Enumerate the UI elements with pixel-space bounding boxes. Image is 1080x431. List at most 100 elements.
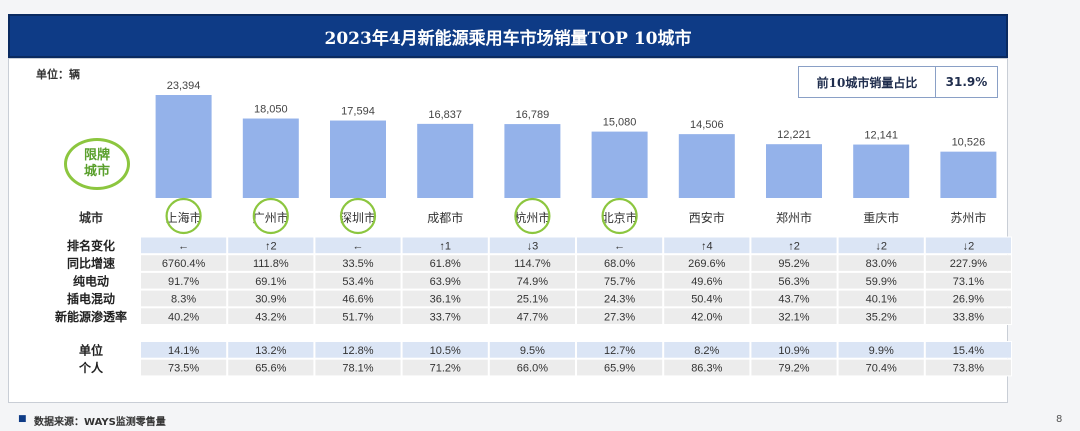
cell-1-7: 95.2% [778, 258, 809, 270]
cell-5-6: 8.2% [694, 345, 719, 357]
top10-share-box: 前10城市销量占比 31.9% [798, 66, 998, 98]
cell-bg-2-4 [488, 271, 576, 290]
cell-bg-2-3 [401, 271, 489, 290]
bar-value-label-9: 10,526 [952, 137, 986, 149]
cell-bg-6-3 [401, 358, 489, 377]
cell-5-5: 12.7% [604, 345, 635, 357]
badge-line-2: 城市 [83, 164, 110, 179]
cell-bg-4-8 [837, 307, 925, 325]
cell-5-7: 10.9% [778, 345, 809, 357]
cell-bg-3-1 [227, 289, 315, 308]
cell-bg-6-2 [314, 358, 402, 377]
cell-bg-1-8 [837, 254, 925, 272]
cell-2-6: 49.6% [691, 276, 722, 288]
city-label-2: 深圳市 [340, 210, 376, 225]
cell-bg-5-9 [924, 341, 1012, 359]
cell-6-2: 78.1% [342, 363, 373, 375]
cell-bg-0-7 [750, 236, 838, 255]
cell-bg-6-5 [576, 358, 664, 377]
cell-bg-2-6 [663, 271, 751, 290]
cell-5-1: 13.2% [255, 345, 286, 357]
cell-0-2: ← [353, 241, 364, 253]
bar-3 [417, 123, 474, 198]
cell-bg-2-9 [924, 271, 1012, 290]
bar-value-label-2: 17,594 [341, 106, 375, 118]
cell-3-0: 8.3% [171, 294, 196, 306]
cell-4-5: 27.3% [604, 311, 635, 323]
cell-bg-5-6 [663, 341, 751, 359]
cell-2-9: 73.1% [953, 276, 984, 288]
cell-1-2: 33.5% [342, 258, 373, 270]
cell-6-3: 71.2% [430, 363, 461, 375]
bar-4 [504, 124, 561, 198]
bar-value-label-8: 12,141 [864, 130, 898, 142]
cell-3-9: 26.9% [953, 294, 984, 306]
city-label-9: 苏州市 [950, 210, 986, 225]
cell-6-1: 65.6% [255, 363, 286, 375]
bar-value-label-4: 16,789 [516, 109, 550, 121]
cell-5-9: 15.4% [953, 345, 984, 357]
city-label-0: 上海市 [166, 210, 202, 225]
restricted-city-badge: 限牌 城市 [64, 138, 130, 190]
row-label-5: 单位 [79, 343, 103, 358]
cell-bg-3-2 [314, 289, 402, 308]
top10-share-value: 31.9% [945, 75, 988, 89]
restricted-ring-1 [252, 197, 289, 235]
bar-value-label-1: 18,050 [254, 104, 288, 116]
restricted-ring-4 [514, 197, 551, 235]
cell-6-9: 73.8% [953, 363, 984, 375]
cell-bg-0-1 [227, 236, 315, 255]
cell-5-0: 14.1% [168, 345, 199, 357]
cell-0-6: ↑4 [701, 241, 713, 253]
cell-bg-4-5 [576, 307, 664, 325]
cell-bg-6-7 [750, 358, 838, 377]
cell-bg-6-8 [837, 358, 925, 377]
cell-0-8: ↓2 [875, 241, 887, 253]
bar-6 [678, 134, 735, 198]
cell-5-3: 10.5% [430, 345, 461, 357]
cell-6-5: 65.9% [604, 363, 635, 375]
cell-6-8: 70.4% [866, 363, 897, 375]
row-label-1: 同比增速 [67, 256, 115, 271]
cell-1-8: 83.0% [866, 258, 897, 270]
cell-3-1: 30.9% [255, 294, 286, 306]
cell-bg-5-5 [576, 341, 664, 359]
cell-bg-4-7 [750, 307, 838, 325]
cell-bg-5-2 [314, 341, 402, 359]
cell-4-3: 33.7% [430, 311, 461, 323]
cell-bg-5-7 [750, 341, 838, 359]
bar-value-label-3: 16,837 [428, 109, 462, 121]
cell-bg-1-5 [576, 254, 664, 272]
cell-2-1: 69.1% [255, 276, 286, 288]
cell-1-4: 114.7% [514, 258, 551, 270]
page-number: 8 [1056, 414, 1063, 425]
cell-0-3: ↑1 [439, 241, 451, 253]
bar-1 [242, 118, 299, 198]
cell-2-8: 59.9% [866, 276, 897, 288]
cell-1-6: 269.6% [688, 258, 726, 270]
cell-bg-3-5 [576, 289, 664, 308]
cell-bg-6-1 [227, 358, 315, 377]
city-label-4: 杭州市 [514, 210, 550, 225]
title-bar: 2023年4月新能源乘用车市场销量TOP 10城市 [8, 14, 1008, 58]
bar-value-label-6: 14,506 [690, 119, 724, 131]
cell-bg-4-9 [924, 307, 1012, 325]
cell-bg-6-9 [924, 358, 1012, 377]
cell-0-7: ↑2 [788, 241, 800, 253]
cell-bg-0-9 [924, 236, 1012, 255]
cell-bg-6-0 [140, 358, 228, 377]
cell-1-9: 227.9% [950, 258, 988, 270]
cell-5-2: 12.8% [342, 345, 373, 357]
cell-bg-0-5 [576, 236, 664, 255]
cell-bg-0-8 [837, 236, 925, 255]
city-label-7: 郑州市 [776, 210, 812, 225]
city-label-5: 北京市 [602, 210, 638, 225]
cell-bg-0-6 [663, 236, 751, 255]
top10-share-label: 前10城市销量占比 [799, 67, 936, 97]
cell-2-0: 91.7% [168, 276, 199, 288]
cell-bg-4-6 [663, 307, 751, 325]
badge-line-1: 限牌 [83, 148, 110, 163]
cell-bg-1-9 [924, 254, 1012, 272]
cell-bg-0-2 [314, 236, 402, 255]
cell-bg-1-0 [140, 254, 228, 272]
